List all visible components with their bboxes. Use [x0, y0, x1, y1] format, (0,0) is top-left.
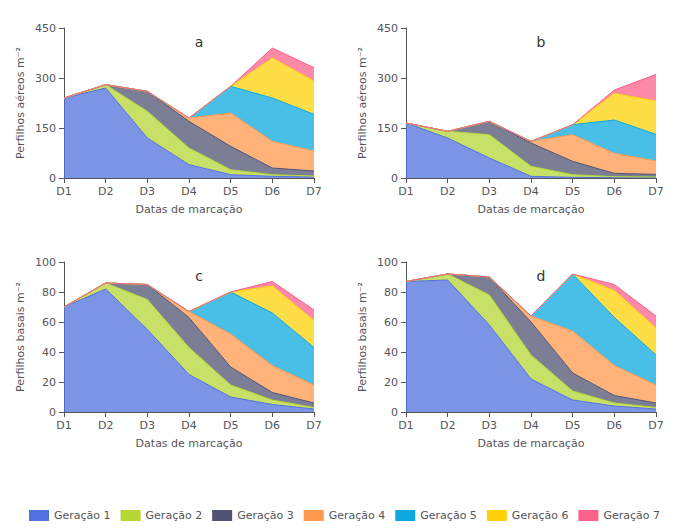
svg-text:Geração 2: Geração 2	[146, 509, 203, 522]
svg-text:100: 100	[35, 256, 56, 269]
svg-text:c: c	[195, 268, 203, 284]
svg-text:b: b	[537, 34, 546, 50]
svg-text:D3: D3	[482, 185, 497, 198]
svg-text:20: 20	[384, 376, 398, 389]
svg-text:60: 60	[384, 316, 398, 329]
svg-text:Perfilhos aéreos m⁻²: Perfilhos aéreos m⁻²	[14, 47, 27, 159]
svg-text:Geração 1: Geração 1	[54, 509, 111, 522]
svg-text:40: 40	[384, 346, 398, 359]
svg-text:20: 20	[42, 376, 56, 389]
svg-text:Geração 7: Geração 7	[603, 509, 660, 522]
svg-text:D1: D1	[398, 419, 413, 432]
svg-text:D6: D6	[265, 185, 280, 198]
svg-text:D2: D2	[440, 419, 455, 432]
svg-text:D2: D2	[440, 185, 455, 198]
svg-text:D2: D2	[98, 419, 113, 432]
svg-text:Datas de marcação: Datas de marcação	[478, 203, 585, 216]
svg-text:Perfilhos basais m⁻²: Perfilhos basais m⁻²	[14, 282, 27, 392]
svg-text:40: 40	[42, 346, 56, 359]
svg-text:D5: D5	[223, 419, 238, 432]
svg-text:D3: D3	[482, 419, 497, 432]
svg-text:450: 450	[377, 22, 398, 35]
svg-text:D2: D2	[98, 185, 113, 198]
svg-text:D7: D7	[648, 185, 663, 198]
svg-text:Geração 6: Geração 6	[512, 509, 569, 522]
svg-text:Datas de marcação: Datas de marcação	[478, 437, 585, 450]
svg-text:100: 100	[377, 256, 398, 269]
svg-text:0: 0	[391, 406, 398, 419]
svg-text:450: 450	[35, 22, 56, 35]
svg-text:D6: D6	[607, 419, 622, 432]
svg-text:D4: D4	[523, 419, 538, 432]
svg-text:Geração 3: Geração 3	[237, 509, 294, 522]
svg-text:D1: D1	[56, 419, 71, 432]
svg-text:Geração 4: Geração 4	[329, 509, 386, 522]
svg-text:0: 0	[49, 172, 56, 185]
svg-text:D6: D6	[607, 185, 622, 198]
svg-text:150: 150	[377, 122, 398, 135]
svg-text:d: d	[537, 268, 546, 284]
svg-text:D3: D3	[140, 419, 155, 432]
svg-text:Perfilhos basais m⁻²: Perfilhos basais m⁻²	[356, 282, 369, 392]
svg-text:D6: D6	[265, 419, 280, 432]
svg-text:Perfilhos aéreos m⁻²: Perfilhos aéreos m⁻²	[356, 47, 369, 159]
svg-text:Geração 5: Geração 5	[420, 509, 477, 522]
svg-text:0: 0	[391, 172, 398, 185]
svg-text:150: 150	[35, 122, 56, 135]
svg-text:D5: D5	[565, 419, 580, 432]
svg-text:D7: D7	[648, 419, 663, 432]
svg-text:D3: D3	[140, 185, 155, 198]
svg-text:D4: D4	[181, 419, 196, 432]
svg-text:D7: D7	[306, 185, 321, 198]
svg-text:D4: D4	[523, 185, 538, 198]
svg-text:0: 0	[49, 406, 56, 419]
svg-text:300: 300	[35, 72, 56, 85]
svg-text:80: 80	[384, 286, 398, 299]
svg-text:D4: D4	[181, 185, 196, 198]
svg-text:D5: D5	[223, 185, 238, 198]
svg-text:Datas de marcação: Datas de marcação	[136, 437, 243, 450]
svg-text:D1: D1	[56, 185, 71, 198]
svg-text:D5: D5	[565, 185, 580, 198]
svg-text:D7: D7	[306, 419, 321, 432]
svg-text:300: 300	[377, 72, 398, 85]
svg-text:80: 80	[42, 286, 56, 299]
svg-text:D1: D1	[398, 185, 413, 198]
svg-text:a: a	[195, 34, 204, 50]
svg-text:Datas de marcação: Datas de marcação	[136, 203, 243, 216]
svg-text:60: 60	[42, 316, 56, 329]
